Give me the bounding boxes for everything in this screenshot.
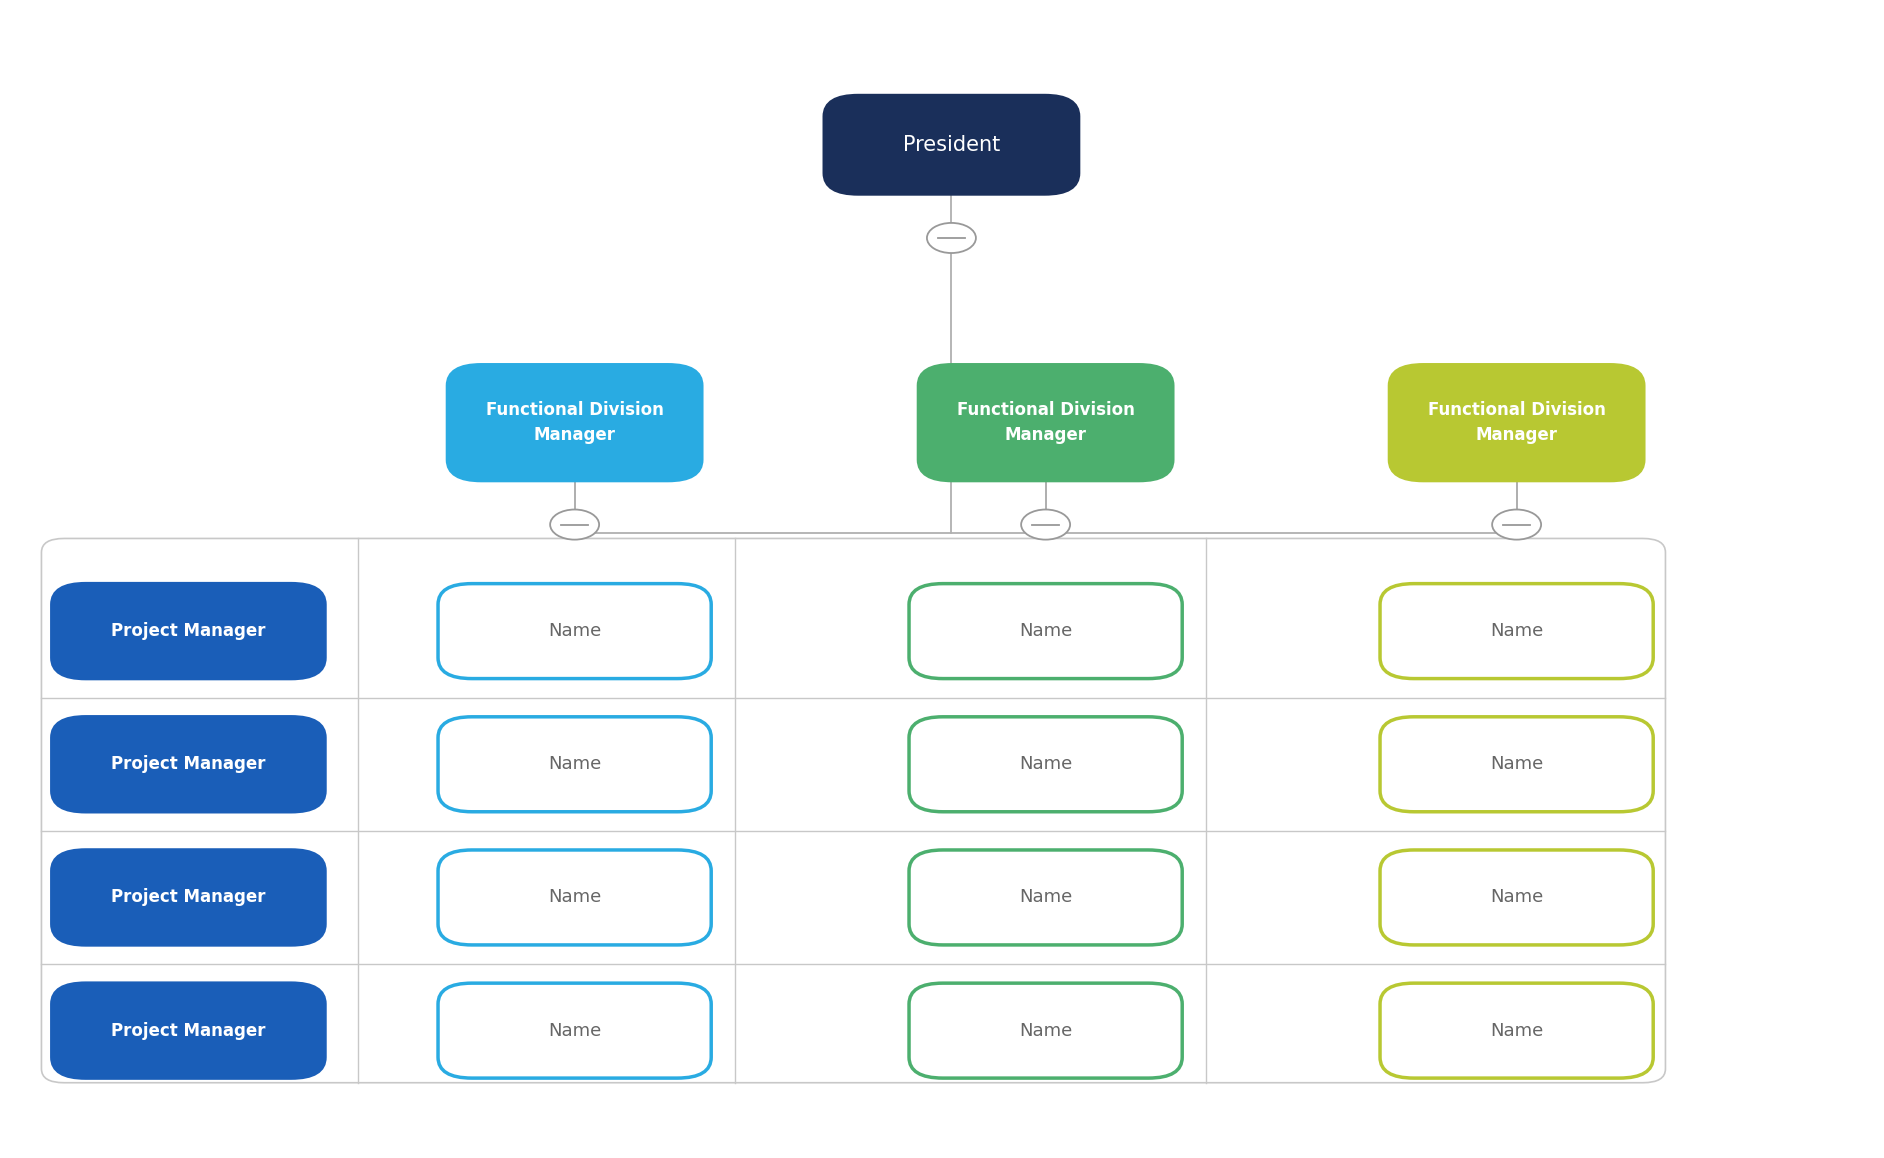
FancyBboxPatch shape xyxy=(437,717,710,812)
Text: Name: Name xyxy=(1019,888,1072,907)
Text: Project Manager: Project Manager xyxy=(111,622,266,640)
FancyBboxPatch shape xyxy=(910,850,1183,945)
Text: Name: Name xyxy=(1019,622,1072,640)
FancyBboxPatch shape xyxy=(825,96,1078,195)
Text: President: President xyxy=(902,134,1000,155)
Text: Name: Name xyxy=(1019,1021,1072,1040)
Text: Name: Name xyxy=(1490,888,1543,907)
FancyBboxPatch shape xyxy=(910,584,1183,679)
Circle shape xyxy=(1492,510,1541,540)
Text: Project Manager: Project Manager xyxy=(111,1021,266,1040)
Text: Name: Name xyxy=(1490,1021,1543,1040)
FancyBboxPatch shape xyxy=(1379,983,1654,1078)
FancyBboxPatch shape xyxy=(1379,584,1654,679)
Circle shape xyxy=(1021,510,1070,540)
FancyBboxPatch shape xyxy=(1390,365,1643,481)
Text: Name: Name xyxy=(548,888,601,907)
FancyBboxPatch shape xyxy=(910,717,1183,812)
FancyBboxPatch shape xyxy=(41,538,1665,1083)
Text: Functional Division
Manager: Functional Division Manager xyxy=(1428,401,1605,445)
Circle shape xyxy=(550,510,599,540)
Text: Project Manager: Project Manager xyxy=(111,755,266,774)
Text: Name: Name xyxy=(548,622,601,640)
Circle shape xyxy=(927,223,976,254)
FancyBboxPatch shape xyxy=(1379,850,1654,945)
Text: Name: Name xyxy=(1490,622,1543,640)
FancyBboxPatch shape xyxy=(437,850,710,945)
FancyBboxPatch shape xyxy=(53,850,324,945)
FancyBboxPatch shape xyxy=(437,983,710,1078)
FancyBboxPatch shape xyxy=(448,365,701,481)
FancyBboxPatch shape xyxy=(910,983,1183,1078)
Text: Functional Division
Manager: Functional Division Manager xyxy=(957,401,1134,445)
Text: Functional Division
Manager: Functional Division Manager xyxy=(486,401,663,445)
FancyBboxPatch shape xyxy=(919,365,1172,481)
Text: Name: Name xyxy=(548,1021,601,1040)
FancyBboxPatch shape xyxy=(1379,717,1654,812)
FancyBboxPatch shape xyxy=(437,584,710,679)
FancyBboxPatch shape xyxy=(53,983,324,1078)
FancyBboxPatch shape xyxy=(53,584,324,679)
Text: Name: Name xyxy=(548,755,601,774)
Text: Project Manager: Project Manager xyxy=(111,888,266,907)
Text: Name: Name xyxy=(1019,755,1072,774)
Text: Name: Name xyxy=(1490,755,1543,774)
FancyBboxPatch shape xyxy=(53,717,324,812)
